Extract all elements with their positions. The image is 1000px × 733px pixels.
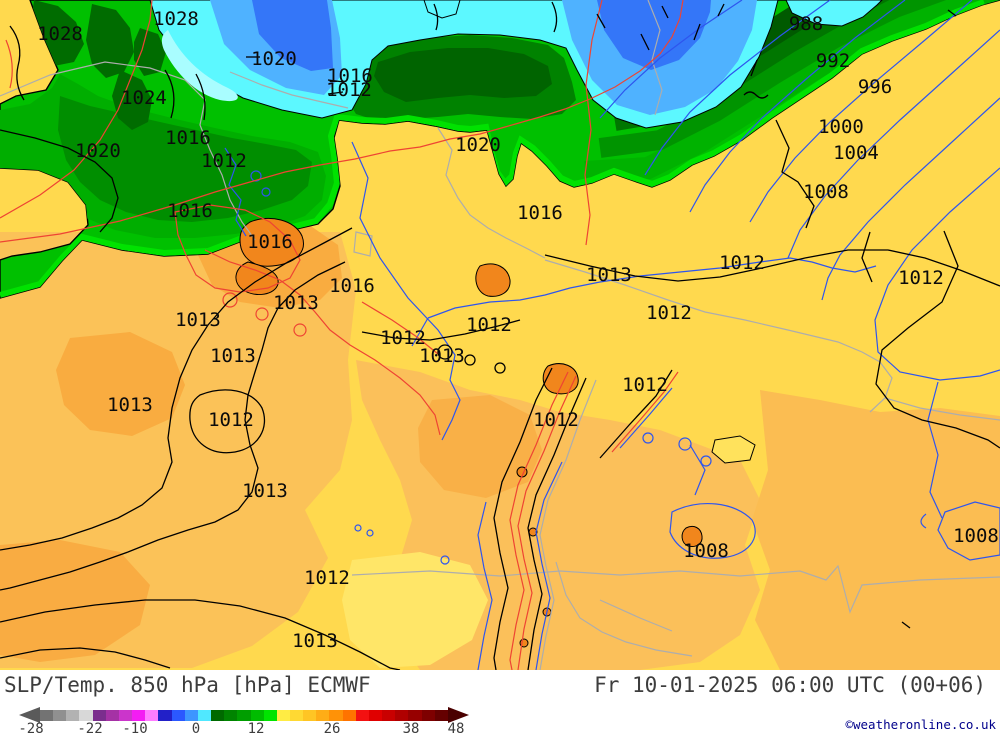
blue-cold-cores xyxy=(210,0,757,115)
colorbar-tick-label: -10 xyxy=(122,721,148,733)
colorbar-segment xyxy=(53,710,67,721)
colorbar-segment xyxy=(329,710,343,721)
colorbar-segment xyxy=(395,710,409,721)
colorbar-segment xyxy=(158,710,172,721)
colorbar-segment xyxy=(368,710,383,721)
colorbar-tick-label: 26 xyxy=(323,721,341,733)
weather-map-svg: 1028102810201024101610121020101610121016… xyxy=(0,0,1000,670)
pressure-label: 1012 xyxy=(201,150,247,172)
colorbar-left-arrow xyxy=(19,707,40,723)
colorbar-segment xyxy=(316,710,330,721)
pressure-label: 1012 xyxy=(326,79,372,101)
pressure-label: 988 xyxy=(789,13,823,35)
pressure-label: 1000 xyxy=(818,116,864,138)
pressure-label: 1016 xyxy=(329,275,375,297)
pressure-label: 1012 xyxy=(719,252,765,274)
footer-bar: SLP/Temp. 850 hPa [hPa] ECMWF Fr 10-01-2… xyxy=(0,670,1000,733)
pressure-label: 1020 xyxy=(455,134,501,156)
colorbar-segment xyxy=(276,710,290,721)
pressure-label: 1016 xyxy=(517,202,563,224)
temp-contours-red xyxy=(0,0,684,670)
colorbar-segment xyxy=(105,710,119,721)
colorbar-segment xyxy=(237,710,251,721)
colorbar-segment xyxy=(66,710,80,721)
colorbar-segment xyxy=(382,710,396,721)
colorbar-segment xyxy=(408,710,422,721)
product-title: SLP/Temp. 850 hPa [hPa] ECMWF xyxy=(4,673,371,697)
colorbar-segment xyxy=(40,710,54,721)
pressure-label: 1012 xyxy=(466,314,512,336)
pressure-label: 1008 xyxy=(683,540,729,562)
pressure-label: 1013 xyxy=(242,480,288,502)
pressure-label: 1012 xyxy=(533,409,579,431)
pressure-label: 1008 xyxy=(953,525,999,547)
pressure-label: 1013 xyxy=(419,345,465,367)
warm-orange-spots xyxy=(235,218,756,648)
pressure-label: 1012 xyxy=(304,567,350,589)
pressure-label: 1008 xyxy=(803,181,849,203)
coastline-border-lines-gray xyxy=(0,0,1000,670)
pressure-label: 1012 xyxy=(646,302,692,324)
colorbar-tick-label: -28 xyxy=(18,721,44,733)
pressure-label: 1024 xyxy=(121,87,167,109)
colorbar-tick-label: 12 xyxy=(247,721,265,733)
colorbar-segment xyxy=(342,710,356,721)
pressure-label: 1028 xyxy=(37,23,83,45)
cyan-cold-region xyxy=(149,0,883,129)
colorbar-segment xyxy=(303,710,317,721)
colorbar-tick-label: -22 xyxy=(77,721,103,733)
pressure-label: 1020 xyxy=(75,140,121,162)
pressure-label: 1013 xyxy=(107,394,153,416)
pressure-label: 1013 xyxy=(292,630,338,652)
colorbar-segment xyxy=(211,710,225,721)
colorbar-segment xyxy=(171,710,185,721)
pressure-label: 1013 xyxy=(273,292,319,314)
pressure-label: 1012 xyxy=(898,267,944,289)
colorbar-segment xyxy=(145,710,159,721)
colorbar-segment xyxy=(92,710,106,721)
colorbar-tick-label: 0 xyxy=(191,721,201,733)
colorbar-segment xyxy=(250,710,264,721)
valid-time: Fr 10-01-2025 06:00 UTC (00+06) xyxy=(594,673,986,697)
pressure-label: 1016 xyxy=(167,200,213,222)
colorbar-segment xyxy=(224,710,238,721)
pressure-label: 1028 xyxy=(153,8,199,30)
colorbar-tick-label: 38 xyxy=(402,721,420,733)
copyright-watermark: ©weatheronline.co.uk xyxy=(845,717,996,732)
isobar-contours-black xyxy=(0,1,1000,670)
pressure-label: 1013 xyxy=(210,345,256,367)
pressure-label: 1016 xyxy=(247,231,293,253)
pressure-label: 1016 xyxy=(327,65,373,87)
colorbar-segment xyxy=(132,710,146,721)
colorbar-segment xyxy=(118,710,133,721)
colorbar-segment xyxy=(263,710,277,721)
colorbar-segment xyxy=(184,710,198,721)
height-contours-blue xyxy=(224,0,1000,670)
colorbar-segment xyxy=(355,710,369,721)
pressure-label: 1012 xyxy=(622,374,668,396)
pressure-label: 1012 xyxy=(208,409,254,431)
temperature-colorbar xyxy=(40,710,448,721)
pressure-label: 996 xyxy=(858,76,892,98)
colorbar-segment xyxy=(79,710,93,721)
green-shading xyxy=(0,0,1000,298)
colorbar-segment xyxy=(197,710,212,721)
weather-map: 1028 1028 1020 1024 1016 1012 1020 1016 1012 1016… xyxy=(0,0,1000,670)
pressure-label: 1016 xyxy=(165,127,211,149)
pressure-label: 1013 xyxy=(175,309,221,331)
colorbar-tick-label: 48 xyxy=(447,721,465,733)
pressure-labels-group: 1028102810201024101610121020101610121016… xyxy=(37,8,999,652)
pressure-label: 1013 xyxy=(586,264,632,286)
orange-shading-region xyxy=(0,210,1000,670)
colorbar-right-arrow xyxy=(448,707,469,723)
pressure-label: 1012 xyxy=(380,327,426,349)
pressure-label: 992 xyxy=(816,50,850,72)
pressure-label: 1004 xyxy=(833,142,879,164)
colorbar-segment xyxy=(434,710,448,721)
pressure-label: 1020 xyxy=(251,48,297,70)
colorbar-segment xyxy=(421,710,435,721)
colorbar-segment xyxy=(289,710,304,721)
